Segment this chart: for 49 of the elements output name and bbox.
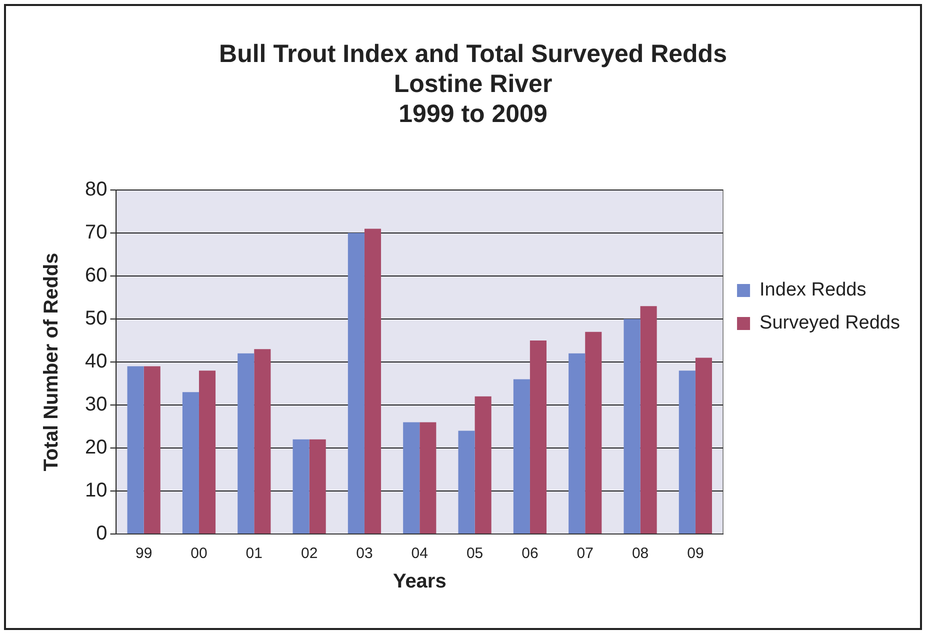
x-tick-label: 07 [576, 545, 594, 562]
y-tick-label: 40 [84, 350, 108, 373]
bar [198, 370, 216, 534]
x-tick-label: 08 [632, 545, 649, 562]
y-tick-label: 10 [84, 480, 108, 502]
bar [458, 430, 475, 534]
x-tick-label: 01 [246, 545, 262, 562]
bar [238, 353, 254, 534]
bar [568, 353, 586, 534]
x-axis-title: Years [392, 570, 446, 593]
y-tick-label: 50 [84, 308, 108, 330]
bar [640, 306, 657, 534]
bar [292, 439, 310, 534]
text: Bull Trout Index and Total Surveyed Redds [219, 40, 727, 68]
bar [144, 366, 160, 534]
y-tick-label: 60 [84, 264, 108, 287]
text: 1999 to 2009 [398, 100, 548, 128]
bar [364, 228, 382, 534]
x-tick-label: 04 [411, 545, 428, 562]
y-axis-title: Total Number of Redds [40, 252, 63, 472]
legend-label: Surveyed Redds [760, 312, 900, 334]
bar [624, 319, 640, 534]
text: Lostine River [394, 70, 552, 98]
bar [254, 349, 271, 534]
legend-label: Index Redds [760, 280, 866, 301]
x-tick-label: 99 [135, 545, 152, 562]
bar [403, 422, 420, 534]
x-tick-label: 00 [190, 545, 208, 562]
bar [309, 439, 326, 534]
x-tick-label: 02 [300, 545, 318, 562]
x-tick-label: 05 [466, 545, 484, 562]
x-tick-label: 06 [522, 545, 538, 562]
bar [348, 233, 364, 534]
bar [530, 340, 547, 534]
bar [420, 422, 436, 534]
y-tick-label: 0 [96, 522, 108, 545]
x-tick-label: 03 [356, 545, 373, 562]
y-tick-label: 80 [84, 178, 108, 201]
y-tick-label: 30 [84, 394, 108, 416]
bar [182, 392, 199, 534]
bar [127, 366, 144, 534]
x-tick-label: 09 [687, 545, 704, 562]
y-tick-label: 20 [84, 436, 108, 459]
bar [513, 379, 530, 534]
bar [695, 358, 712, 534]
bar [585, 332, 602, 534]
bar [678, 370, 696, 534]
bar [474, 396, 492, 534]
y-tick-label: 70 [84, 222, 108, 244]
